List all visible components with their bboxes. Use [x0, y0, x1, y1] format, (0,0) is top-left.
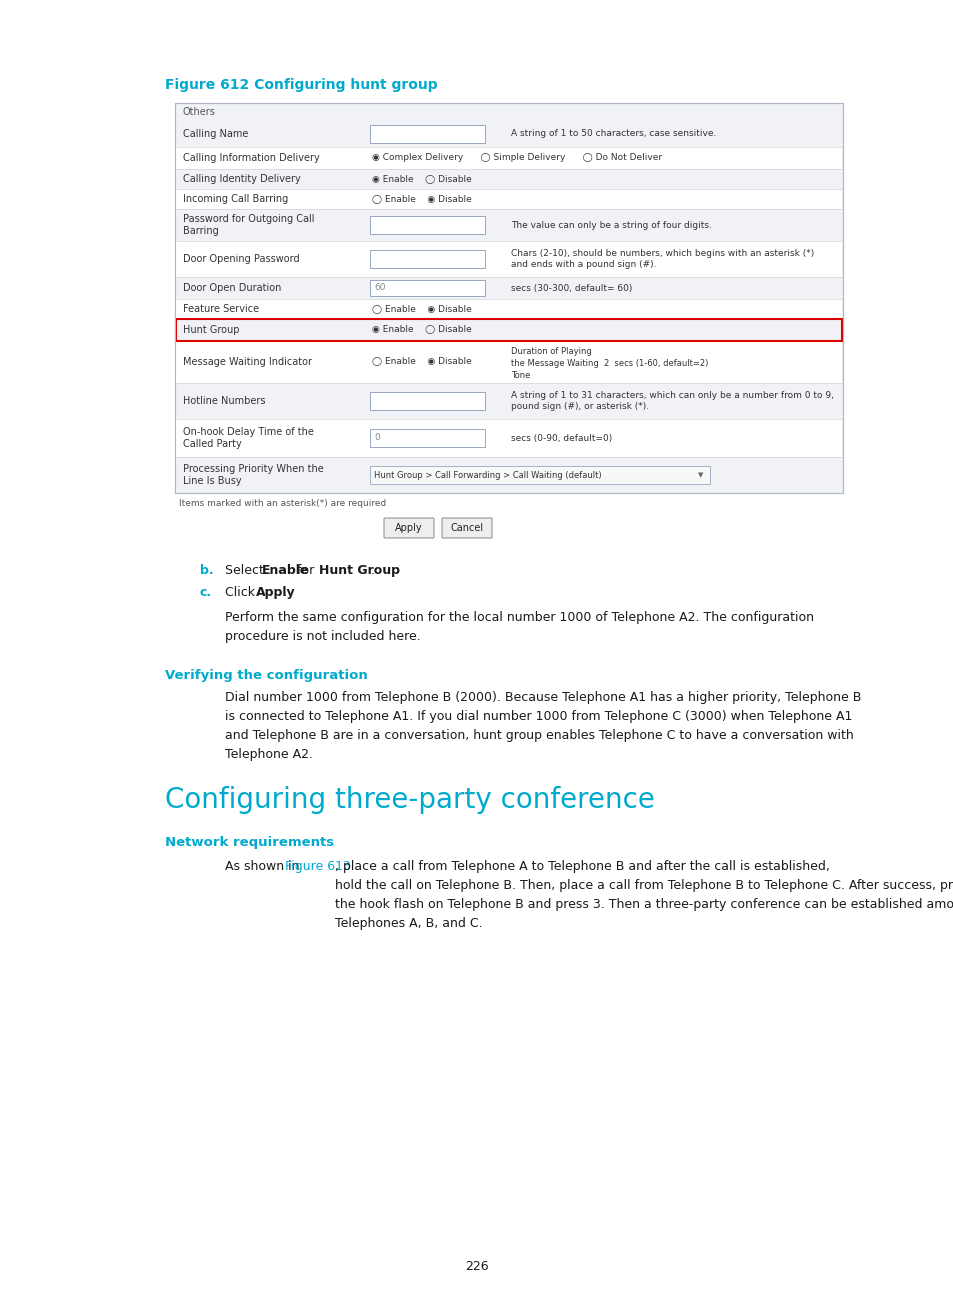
Text: ◯ Enable    ◉ Disable: ◯ Enable ◉ Disable	[372, 358, 471, 367]
Text: Hunt Group: Hunt Group	[183, 325, 239, 334]
Bar	[370, 124, 484, 143]
Text: A string of 1 to 50 characters, case sensitive.: A string of 1 to 50 characters, case sen…	[511, 130, 716, 139]
Text: Calling Name: Calling Name	[183, 130, 248, 139]
Text: .: .	[282, 586, 286, 599]
Bar	[370, 250, 484, 268]
Text: Calling Identity Delivery: Calling Identity Delivery	[183, 174, 300, 184]
Text: 0: 0	[374, 433, 379, 442]
Bar	[370, 391, 484, 410]
Text: Apply: Apply	[395, 524, 422, 533]
Text: Others: Others	[183, 108, 215, 117]
Text: ◉ Complex Delivery      ◯ Simple Delivery      ◯ Do Not Deliver: ◉ Complex Delivery ◯ Simple Delivery ◯ D…	[372, 153, 661, 162]
Text: Chars (2-10), should be numbers, which begins with an asterisk (*)
and ends with: Chars (2-10), should be numbers, which b…	[511, 249, 814, 270]
Bar	[175, 121, 841, 146]
Text: Hunt Group: Hunt Group	[318, 564, 399, 577]
FancyBboxPatch shape	[441, 518, 492, 538]
Bar	[175, 319, 841, 341]
Bar	[370, 280, 484, 295]
Text: Hotline Numbers: Hotline Numbers	[183, 397, 265, 406]
Bar	[370, 216, 484, 235]
Text: Duration of Playing
the Message Waiting  2  secs (1-60, default=2)
Tone: Duration of Playing the Message Waiting …	[511, 347, 708, 380]
Text: Feature Service: Feature Service	[183, 305, 259, 314]
Text: Calling Information Delivery: Calling Information Delivery	[183, 153, 319, 163]
Text: On-hook Delay Time of the
Called Party: On-hook Delay Time of the Called Party	[183, 426, 314, 450]
Text: secs (30-300, default= 60): secs (30-300, default= 60)	[511, 284, 632, 293]
Text: Select: Select	[225, 564, 268, 577]
Text: Network requirements: Network requirements	[165, 836, 334, 849]
Text: The value can only be a string of four digits.: The value can only be a string of four d…	[511, 220, 711, 229]
Text: A string of 1 to 31 characters, which can only be a number from 0 to 9,
pound si: A string of 1 to 31 characters, which ca…	[511, 391, 833, 411]
Text: .: .	[370, 564, 375, 577]
Text: Figure 613: Figure 613	[285, 861, 351, 874]
Bar	[175, 209, 841, 241]
Text: 60: 60	[374, 284, 385, 293]
Text: c.: c.	[200, 586, 212, 599]
Bar	[174, 102, 842, 492]
Text: Perform the same configuration for the local number 1000 of Telephone A2. The co: Perform the same configuration for the l…	[225, 610, 813, 643]
Text: Door Open Duration: Door Open Duration	[183, 283, 281, 293]
Text: Door Opening Password: Door Opening Password	[183, 254, 299, 264]
FancyBboxPatch shape	[384, 518, 434, 538]
Text: Hunt Group > Call Forwarding > Call Waiting (default): Hunt Group > Call Forwarding > Call Wait…	[374, 470, 601, 480]
Bar	[370, 467, 709, 483]
Bar	[174, 102, 842, 492]
Text: Configuring three-party conference: Configuring three-party conference	[165, 785, 654, 814]
Text: Enable: Enable	[261, 564, 309, 577]
Text: Items marked with an asterisk(*) are required: Items marked with an asterisk(*) are req…	[179, 499, 386, 508]
Text: Incoming Call Barring: Incoming Call Barring	[183, 194, 288, 203]
Bar	[175, 457, 841, 492]
Bar	[175, 277, 841, 299]
Bar	[175, 168, 841, 189]
Text: ◯ Enable    ◉ Disable: ◯ Enable ◉ Disable	[372, 305, 471, 314]
Bar	[370, 429, 484, 447]
Text: Figure 612 Configuring hunt group: Figure 612 Configuring hunt group	[165, 78, 437, 92]
Text: secs (0-90, default=0): secs (0-90, default=0)	[511, 433, 612, 442]
Bar	[175, 419, 841, 457]
Text: Verifying the configuration: Verifying the configuration	[165, 669, 367, 682]
Text: Cancel: Cancel	[450, 524, 483, 533]
Text: ◯ Enable    ◉ Disable: ◯ Enable ◉ Disable	[372, 194, 471, 203]
Text: Message Waiting Indicator: Message Waiting Indicator	[183, 356, 312, 367]
Text: Processing Priority When the
Line Is Busy: Processing Priority When the Line Is Bus…	[183, 464, 323, 486]
Bar	[175, 146, 841, 168]
Text: for: for	[293, 564, 317, 577]
Bar	[175, 319, 841, 341]
Bar	[175, 241, 841, 277]
Text: Apply: Apply	[256, 586, 295, 599]
Text: ◉ Enable    ◯ Disable: ◉ Enable ◯ Disable	[372, 325, 471, 334]
Text: ◉ Enable    ◯ Disable: ◉ Enable ◯ Disable	[372, 175, 471, 184]
Text: Dial number 1000 from Telephone B (2000). Because Telephone A1 has a higher prio: Dial number 1000 from Telephone B (2000)…	[225, 691, 861, 761]
Bar	[175, 299, 841, 319]
Text: ▼: ▼	[698, 472, 702, 478]
Bar	[175, 189, 841, 209]
Text: , place a call from Telephone A to Telephone B and after the call is established: , place a call from Telephone A to Telep…	[335, 861, 953, 931]
Text: 226: 226	[465, 1260, 488, 1273]
Text: Password for Outgoing Call
Barring: Password for Outgoing Call Barring	[183, 214, 314, 236]
Bar	[175, 341, 841, 384]
Text: b.: b.	[200, 564, 213, 577]
Text: As shown in: As shown in	[225, 861, 303, 874]
Bar	[175, 384, 841, 419]
Text: Click: Click	[225, 586, 258, 599]
